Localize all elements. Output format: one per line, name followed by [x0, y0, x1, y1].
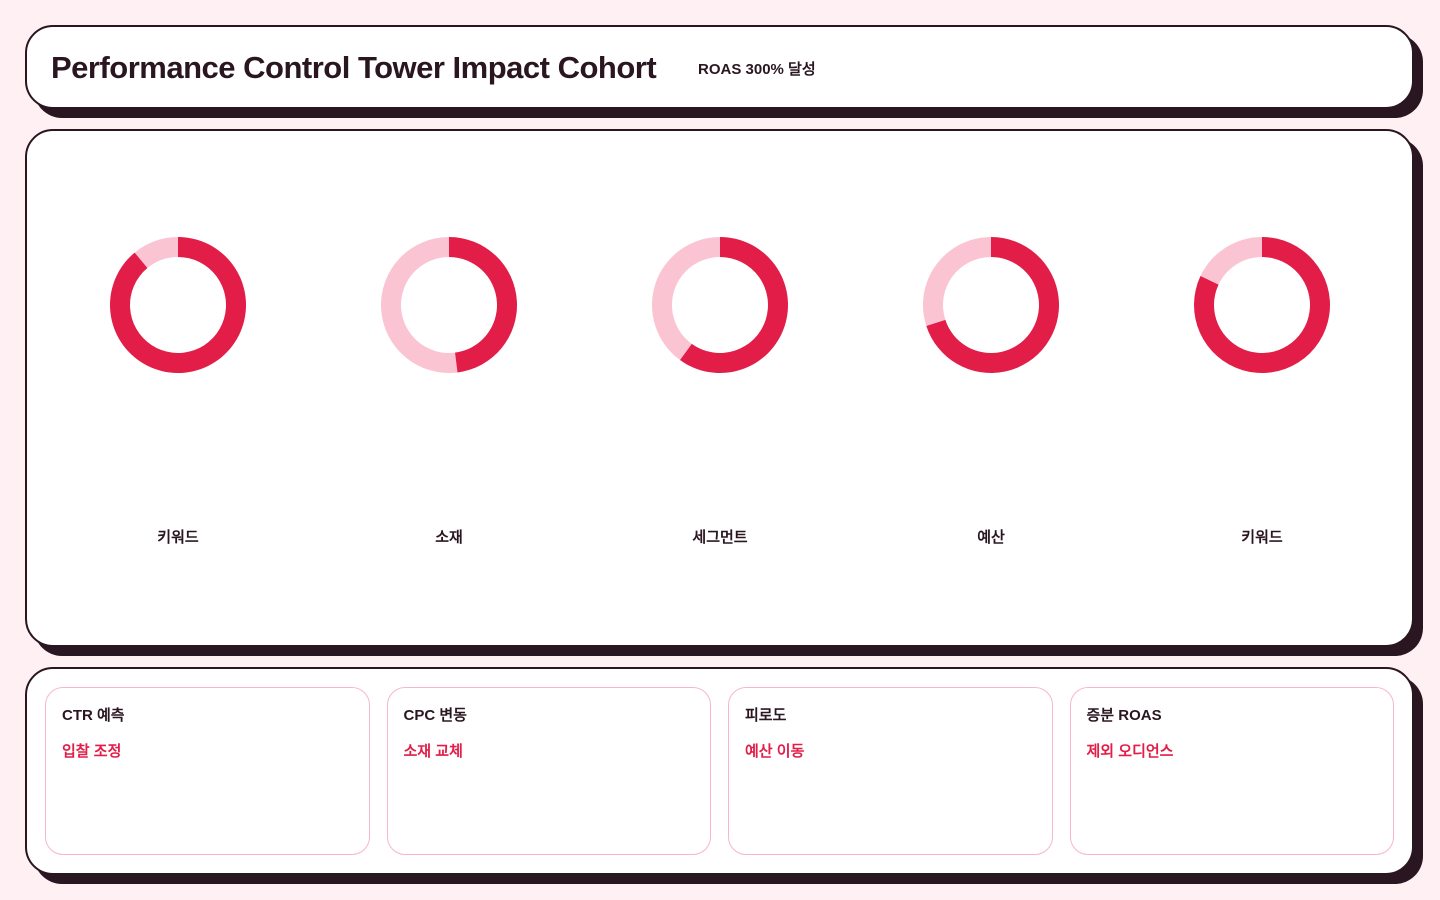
- donut-label: 세그먼트: [692, 529, 747, 546]
- donut-chart-area: 키워드 소재 세그먼트 예산 키워드: [109, 237, 1330, 546]
- cards-panel: CTR 예측 입찰 조정 CPC 변동 소재 교체 피로도 예산 이동 증분 R…: [25, 667, 1414, 875]
- donut-remainder-slice: [652, 237, 720, 361]
- card-cpc-change[interactable]: CPC 변동 소재 교체: [386, 687, 711, 855]
- donut-label: 예산: [977, 529, 1005, 546]
- donut-label: 소재: [435, 529, 463, 546]
- page-title: Performance Control Tower Impact Cohort: [51, 50, 657, 85]
- donut-value-slice: [1193, 237, 1330, 373]
- card-action: 예산 이동: [745, 743, 805, 760]
- header-panel: Performance Control Tower Impact Cohort …: [25, 25, 1414, 109]
- card-action: 제외 오디언스: [1086, 743, 1174, 760]
- donut-value-slice: [109, 237, 246, 373]
- donut-remainder-slice: [1200, 237, 1262, 285]
- card-title: CTR 예측: [62, 707, 125, 724]
- roas-badge: ROAS 300% 달성: [698, 61, 816, 78]
- donut-value-slice: [680, 237, 788, 373]
- card-title: 증분 ROAS: [1086, 707, 1162, 724]
- donut-remainder-slice: [134, 237, 178, 269]
- card-ctr-forecast[interactable]: CTR 예측 입찰 조정: [45, 687, 370, 855]
- donut-label: 키워드: [1241, 529, 1283, 546]
- donut-4: 키워드: [1193, 237, 1330, 546]
- donut-remainder-slice: [381, 237, 458, 373]
- card-list: CTR 예측 입찰 조정 CPC 변동 소재 교체 피로도 예산 이동 증분 R…: [45, 687, 1394, 855]
- card-fatigue[interactable]: 피로도 예산 이동: [728, 687, 1053, 855]
- donut-1: 소재: [381, 237, 518, 546]
- card-incremental-roas[interactable]: 증분 ROAS 제외 오디언스: [1069, 687, 1394, 855]
- donut-remainder-slice: [923, 237, 991, 327]
- donut-label: 키워드: [157, 529, 199, 546]
- donut-chart-panel: 키워드 소재 세그먼트 예산 키워드: [25, 129, 1414, 647]
- card-title: CPC 변동: [403, 707, 467, 724]
- card-action: 소재 교체: [403, 743, 463, 760]
- donut-0: 키워드: [109, 237, 246, 546]
- donut-2: 세그먼트: [652, 237, 788, 546]
- donut-value-slice: [926, 237, 1059, 373]
- card-title: 피로도: [745, 707, 787, 724]
- donut-value-slice: [449, 237, 518, 373]
- card-action: 입찰 조정: [62, 743, 122, 760]
- donut-3: 예산: [923, 237, 1059, 546]
